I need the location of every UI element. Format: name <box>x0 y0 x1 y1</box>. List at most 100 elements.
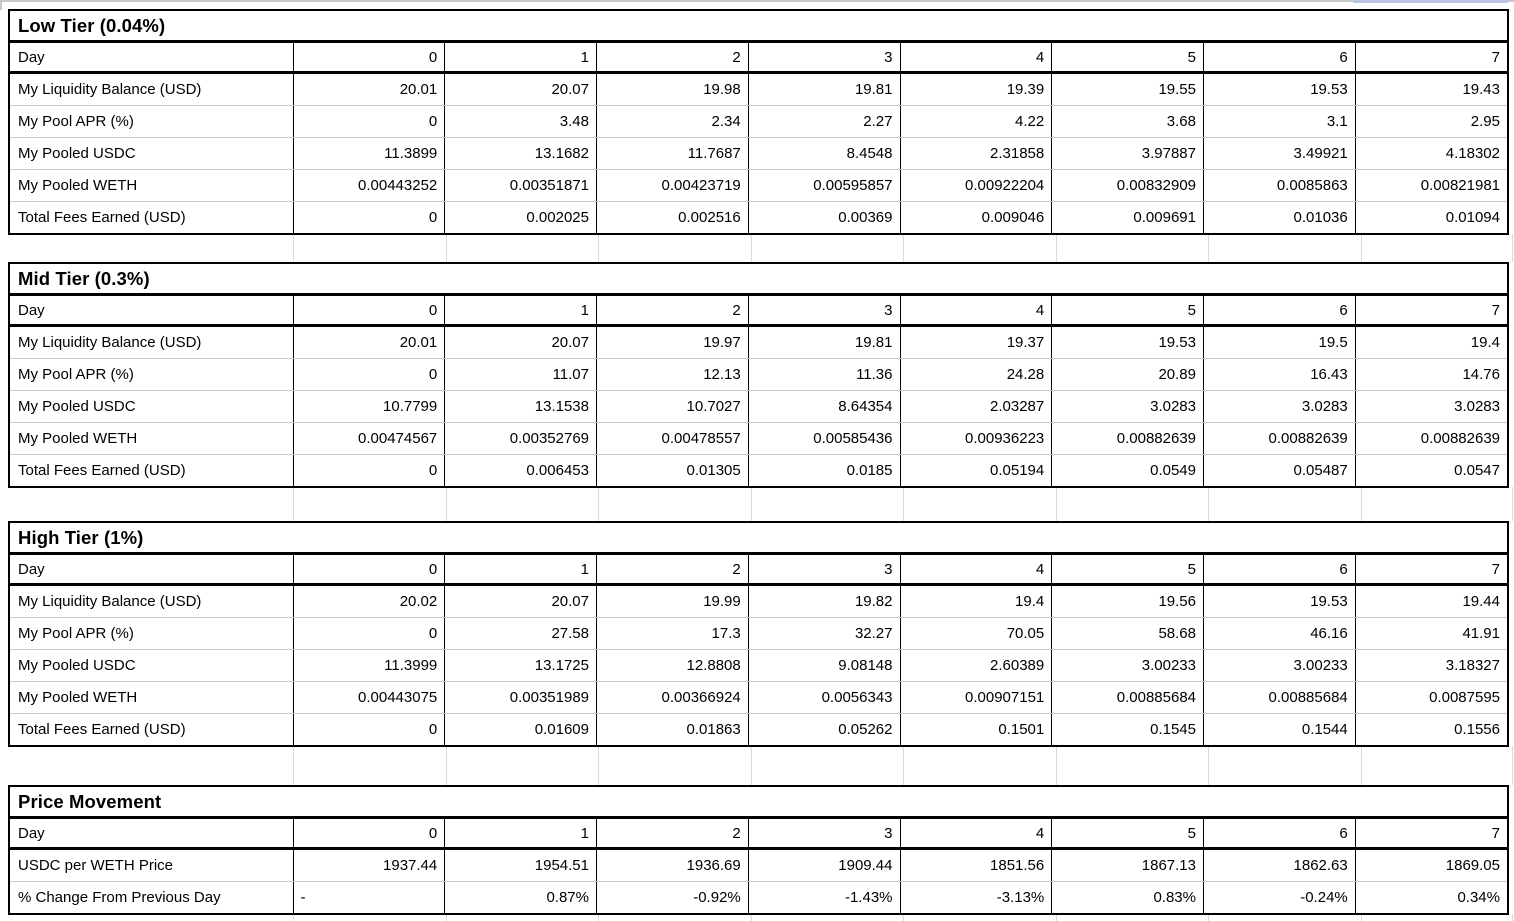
cell[interactable]: 8.64354 <box>748 390 901 423</box>
day-header-cell[interactable]: 3 <box>748 819 901 850</box>
cell[interactable]: 8.4548 <box>748 137 901 170</box>
cell[interactable]: 0.00478557 <box>596 422 749 455</box>
row-label[interactable]: Total Fees Earned (USD) <box>10 454 294 486</box>
day-header-cell[interactable]: 0 <box>293 819 446 850</box>
row-label[interactable]: Total Fees Earned (USD) <box>10 201 294 233</box>
cell[interactable]: 0.34% <box>1355 881 1507 913</box>
cell[interactable]: 0.0056343 <box>748 681 901 714</box>
cell[interactable]: 0.01863 <box>596 713 749 745</box>
section-title-high-tier[interactable]: High Tier (1%) <box>10 523 1507 555</box>
cell[interactable]: 0.00585436 <box>748 422 901 455</box>
day-header-cell[interactable]: 4 <box>900 43 1053 74</box>
cell[interactable]: 0.00882639 <box>1051 422 1204 455</box>
cell[interactable]: 0.05262 <box>748 713 901 745</box>
cell[interactable]: 0.01305 <box>596 454 749 486</box>
day-header-label[interactable]: Day <box>10 555 294 586</box>
cell[interactable]: 19.53 <box>1203 72 1356 106</box>
cell[interactable]: 27.58 <box>444 617 597 650</box>
cell[interactable]: 19.5 <box>1203 325 1356 359</box>
cell[interactable]: 19.53 <box>1203 584 1356 618</box>
cell[interactable]: 1851.56 <box>900 848 1053 882</box>
day-header-cell[interactable]: 2 <box>596 555 749 586</box>
day-header-cell[interactable]: 4 <box>900 819 1053 850</box>
day-header-cell[interactable]: 6 <box>1203 819 1356 850</box>
cell[interactable]: 0 <box>293 713 446 745</box>
day-header-cell[interactable]: 5 <box>1051 296 1204 327</box>
cell[interactable]: 20.07 <box>444 325 597 359</box>
cell[interactable]: -1.43% <box>748 881 901 913</box>
cell[interactable]: 0.1556 <box>1355 713 1507 745</box>
cell[interactable]: 19.43 <box>1355 72 1507 106</box>
cell[interactable]: 19.44 <box>1355 584 1507 618</box>
day-header-cell[interactable]: 1 <box>444 819 597 850</box>
cell[interactable]: 0 <box>293 201 446 233</box>
cell[interactable]: 19.37 <box>900 325 1053 359</box>
cell[interactable]: 1862.63 <box>1203 848 1356 882</box>
cell[interactable]: 1954.51 <box>444 848 597 882</box>
cell[interactable]: 0 <box>293 358 446 391</box>
day-header-cell[interactable]: 2 <box>596 296 749 327</box>
day-header-cell[interactable]: 6 <box>1203 296 1356 327</box>
cell[interactable]: 20.07 <box>444 72 597 106</box>
cell[interactable]: 32.27 <box>748 617 901 650</box>
cell[interactable]: 0.1501 <box>900 713 1053 745</box>
cell[interactable]: 0.00821981 <box>1355 169 1507 202</box>
cell[interactable]: 0.05487 <box>1203 454 1356 486</box>
cell[interactable]: 0.00885684 <box>1051 681 1204 714</box>
cell[interactable]: 11.36 <box>748 358 901 391</box>
section-title-mid-tier[interactable]: Mid Tier (0.3%) <box>10 264 1507 296</box>
cell[interactable]: 14.76 <box>1355 358 1507 391</box>
cell[interactable]: 0.1545 <box>1051 713 1204 745</box>
cell[interactable]: 20.89 <box>1051 358 1204 391</box>
cell[interactable]: 1867.13 <box>1051 848 1204 882</box>
day-header-cell[interactable]: 7 <box>1355 555 1507 586</box>
row-label[interactable]: My Pooled WETH <box>10 422 294 455</box>
cell[interactable]: 0.1544 <box>1203 713 1356 745</box>
cell[interactable]: 0.0547 <box>1355 454 1507 486</box>
cell[interactable]: 0.00443252 <box>293 169 446 202</box>
cell[interactable]: 19.56 <box>1051 584 1204 618</box>
cell[interactable]: 58.68 <box>1051 617 1204 650</box>
cell[interactable]: 19.53 <box>1051 325 1204 359</box>
cell[interactable]: 0.0087595 <box>1355 681 1507 714</box>
cell[interactable]: 19.4 <box>1355 325 1507 359</box>
day-header-cell[interactable]: 1 <box>444 43 597 74</box>
cell[interactable]: 0.05194 <box>900 454 1053 486</box>
cell[interactable]: 3.0283 <box>1203 390 1356 423</box>
cell[interactable]: 19.81 <box>748 325 901 359</box>
cell[interactable]: -3.13% <box>900 881 1053 913</box>
cell[interactable]: 20.07 <box>444 584 597 618</box>
day-header-cell[interactable]: 1 <box>444 555 597 586</box>
day-header-cell[interactable]: 1 <box>444 296 597 327</box>
row-label[interactable]: Total Fees Earned (USD) <box>10 713 294 745</box>
cell[interactable]: 19.98 <box>596 72 749 106</box>
day-header-cell[interactable]: 5 <box>1051 819 1204 850</box>
cell[interactable]: 0.00832909 <box>1051 169 1204 202</box>
cell[interactable]: 19.97 <box>596 325 749 359</box>
row-label[interactable]: % Change From Previous Day <box>10 881 294 913</box>
cell[interactable]: 19.82 <box>748 584 901 618</box>
cell[interactable]: 12.13 <box>596 358 749 391</box>
cell[interactable]: 0.00936223 <box>900 422 1053 455</box>
cell[interactable]: 0.00352769 <box>444 422 597 455</box>
day-header-label[interactable]: Day <box>10 819 294 850</box>
cell[interactable]: 0.00351989 <box>444 681 597 714</box>
cell[interactable]: 19.55 <box>1051 72 1204 106</box>
cell[interactable]: 0 <box>293 454 446 486</box>
cell[interactable]: 2.27 <box>748 105 901 138</box>
cell[interactable]: 0.00474567 <box>293 422 446 455</box>
cell[interactable]: 20.02 <box>293 584 446 618</box>
row-label[interactable]: USDC per WETH Price <box>10 848 294 882</box>
cell[interactable]: 20.01 <box>293 325 446 359</box>
cell[interactable]: 0.0185 <box>748 454 901 486</box>
cell[interactable]: 19.39 <box>900 72 1053 106</box>
cell[interactable]: 11.3999 <box>293 649 446 682</box>
cell[interactable]: 0.00882639 <box>1203 422 1356 455</box>
cell[interactable]: 0 <box>293 105 446 138</box>
cell[interactable]: 1937.44 <box>293 848 446 882</box>
row-label[interactable]: My Pooled WETH <box>10 169 294 202</box>
row-label[interactable]: My Pooled USDC <box>10 137 294 170</box>
cell[interactable]: 4.22 <box>900 105 1053 138</box>
cell[interactable]: 13.1725 <box>444 649 597 682</box>
cell[interactable]: 3.18327 <box>1355 649 1507 682</box>
